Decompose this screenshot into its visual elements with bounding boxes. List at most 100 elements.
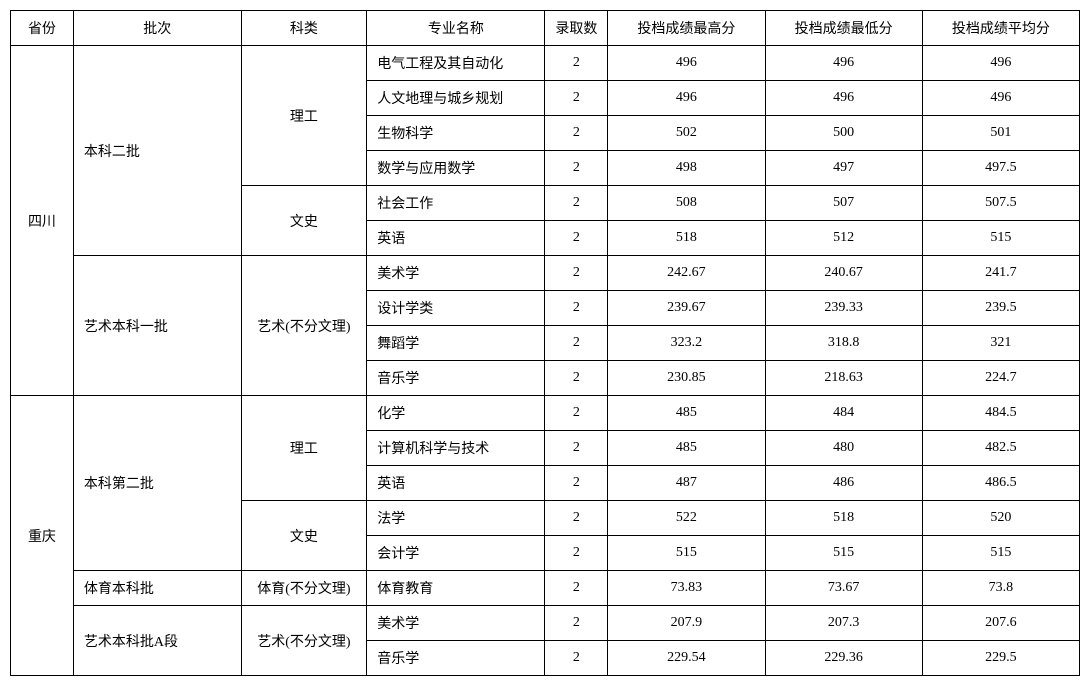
- cell-max: 515: [608, 536, 765, 571]
- cell-min: 515: [765, 536, 922, 571]
- cell-count: 2: [545, 396, 608, 431]
- cell-max: 496: [608, 46, 765, 81]
- cell-min: 207.3: [765, 606, 922, 641]
- cell-count: 2: [545, 116, 608, 151]
- col-batch: 批次: [73, 11, 241, 46]
- cell-avg: 515: [922, 221, 1079, 256]
- table-row: 艺术本科批A段 艺术(不分文理) 美术学 2 207.9 207.3 207.6: [11, 606, 1080, 641]
- cell-province: 四川: [11, 46, 74, 396]
- cell-min: 480: [765, 431, 922, 466]
- cell-category: 理工: [241, 396, 367, 501]
- cell-batch: 本科二批: [73, 46, 241, 256]
- cell-max: 522: [608, 501, 765, 536]
- cell-avg: 501: [922, 116, 1079, 151]
- col-avg: 投档成绩平均分: [922, 11, 1079, 46]
- cell-major: 社会工作: [367, 186, 545, 221]
- cell-max: 485: [608, 396, 765, 431]
- cell-category: 文史: [241, 186, 367, 256]
- cell-avg: 482.5: [922, 431, 1079, 466]
- cell-count: 2: [545, 466, 608, 501]
- col-max: 投档成绩最高分: [608, 11, 765, 46]
- cell-count: 2: [545, 291, 608, 326]
- cell-count: 2: [545, 151, 608, 186]
- cell-category: 文史: [241, 501, 367, 571]
- cell-province: 重庆: [11, 396, 74, 676]
- cell-major: 音乐学: [367, 641, 545, 676]
- cell-avg: 520: [922, 501, 1079, 536]
- cell-major: 法学: [367, 501, 545, 536]
- cell-avg: 515: [922, 536, 1079, 571]
- cell-min: 496: [765, 81, 922, 116]
- cell-category: 体育(不分文理): [241, 571, 367, 606]
- cell-min: 512: [765, 221, 922, 256]
- cell-major: 设计学类: [367, 291, 545, 326]
- cell-min: 518: [765, 501, 922, 536]
- cell-major: 英语: [367, 466, 545, 501]
- cell-avg: 486.5: [922, 466, 1079, 501]
- cell-count: 2: [545, 536, 608, 571]
- cell-max: 518: [608, 221, 765, 256]
- cell-major: 美术学: [367, 256, 545, 291]
- cell-min: 500: [765, 116, 922, 151]
- cell-count: 2: [545, 641, 608, 676]
- cell-category: 理工: [241, 46, 367, 186]
- cell-min: 218.63: [765, 361, 922, 396]
- cell-min: 484: [765, 396, 922, 431]
- table-row: 体育本科批 体育(不分文理) 体育教育 2 73.83 73.67 73.8: [11, 571, 1080, 606]
- cell-major: 体育教育: [367, 571, 545, 606]
- cell-max: 487: [608, 466, 765, 501]
- cell-max: 508: [608, 186, 765, 221]
- cell-major: 会计学: [367, 536, 545, 571]
- cell-min: 229.36: [765, 641, 922, 676]
- cell-max: 242.67: [608, 256, 765, 291]
- cell-max: 207.9: [608, 606, 765, 641]
- cell-major: 美术学: [367, 606, 545, 641]
- cell-avg: 224.7: [922, 361, 1079, 396]
- col-province: 省份: [11, 11, 74, 46]
- cell-min: 239.33: [765, 291, 922, 326]
- cell-major: 电气工程及其自动化: [367, 46, 545, 81]
- cell-min: 507: [765, 186, 922, 221]
- table-header-row: 省份 批次 科类 专业名称 录取数 投档成绩最高分 投档成绩最低分 投档成绩平均…: [11, 11, 1080, 46]
- col-count: 录取数: [545, 11, 608, 46]
- cell-avg: 484.5: [922, 396, 1079, 431]
- cell-avg: 207.6: [922, 606, 1079, 641]
- cell-count: 2: [545, 186, 608, 221]
- cell-major: 英语: [367, 221, 545, 256]
- cell-avg: 321: [922, 326, 1079, 361]
- cell-major: 人文地理与城乡规划: [367, 81, 545, 116]
- cell-batch: 艺术本科批A段: [73, 606, 241, 676]
- col-major: 专业名称: [367, 11, 545, 46]
- cell-max: 485: [608, 431, 765, 466]
- cell-batch: 本科第二批: [73, 396, 241, 571]
- cell-avg: 241.7: [922, 256, 1079, 291]
- cell-count: 2: [545, 361, 608, 396]
- cell-major: 音乐学: [367, 361, 545, 396]
- col-category: 科类: [241, 11, 367, 46]
- cell-count: 2: [545, 81, 608, 116]
- cell-batch: 体育本科批: [73, 571, 241, 606]
- table-row: 四川 本科二批 理工 电气工程及其自动化 2 496 496 496: [11, 46, 1080, 81]
- cell-avg: 73.8: [922, 571, 1079, 606]
- table-row: 重庆 本科第二批 理工 化学 2 485 484 484.5: [11, 396, 1080, 431]
- cell-category: 艺术(不分文理): [241, 256, 367, 396]
- cell-min: 240.67: [765, 256, 922, 291]
- cell-count: 2: [545, 431, 608, 466]
- cell-max: 239.67: [608, 291, 765, 326]
- cell-major: 数学与应用数学: [367, 151, 545, 186]
- cell-category: 艺术(不分文理): [241, 606, 367, 676]
- cell-avg: 497.5: [922, 151, 1079, 186]
- cell-major: 计算机科学与技术: [367, 431, 545, 466]
- cell-min: 318.8: [765, 326, 922, 361]
- cell-count: 2: [545, 256, 608, 291]
- cell-min: 486: [765, 466, 922, 501]
- cell-avg: 229.5: [922, 641, 1079, 676]
- cell-count: 2: [545, 571, 608, 606]
- cell-max: 229.54: [608, 641, 765, 676]
- cell-avg: 239.5: [922, 291, 1079, 326]
- cell-count: 2: [545, 326, 608, 361]
- cell-max: 498: [608, 151, 765, 186]
- cell-count: 2: [545, 221, 608, 256]
- cell-count: 2: [545, 501, 608, 536]
- cell-avg: 496: [922, 81, 1079, 116]
